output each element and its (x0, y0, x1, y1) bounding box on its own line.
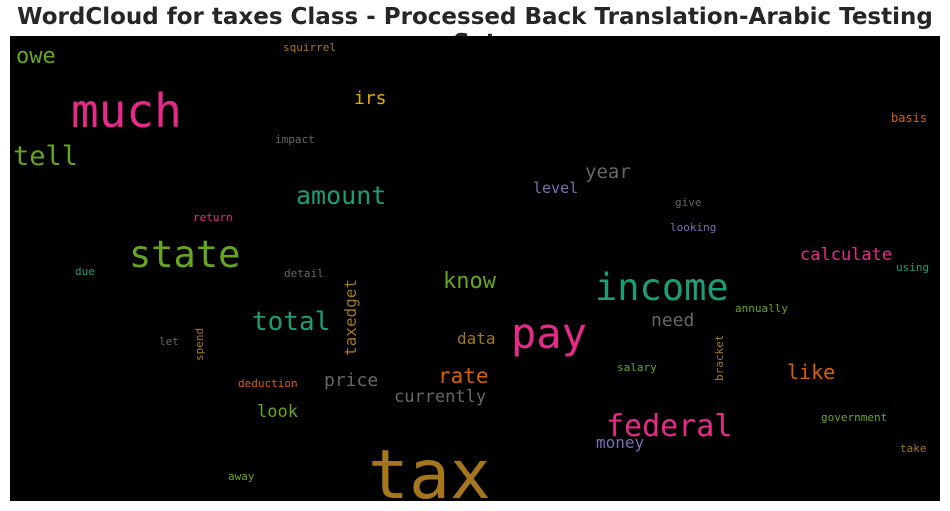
word-like: like (787, 360, 835, 384)
word-away: away (228, 470, 255, 483)
word-taxedget: taxedget (341, 279, 360, 356)
word-data: data (457, 329, 496, 348)
word-return: return (193, 211, 233, 224)
word-federal: federal (606, 409, 732, 444)
word-currently: currently (394, 387, 486, 407)
word-state: state (129, 233, 240, 276)
word-let: let (159, 335, 179, 348)
word-deduction: deduction (238, 377, 298, 390)
word-give: give (675, 196, 702, 209)
word-irs: irs (354, 88, 387, 109)
word-know: know (443, 269, 497, 294)
word-spend: spend (193, 328, 206, 361)
word-level: level (533, 179, 578, 197)
word-owe: owe (16, 44, 56, 69)
word-rate: rate (438, 364, 489, 388)
word-tax: tax (368, 436, 491, 501)
word-due: due (75, 265, 95, 278)
word-price: price (324, 370, 378, 391)
word-money: money (596, 433, 645, 452)
word-much: much (71, 84, 182, 138)
word-take: take (900, 442, 927, 455)
word-basis: basis (891, 111, 927, 125)
wordcloud-canvas: tax much pay income state federal tell total amo… (10, 36, 940, 501)
word-calculate: calculate (800, 245, 892, 265)
word-year: year (585, 161, 631, 183)
word-salary: salary (617, 361, 657, 374)
word-pay: pay (511, 309, 587, 358)
word-need: need (651, 310, 694, 331)
word-amount: amount (296, 181, 386, 210)
word-bracket: bracket (713, 335, 726, 381)
word-looking: looking (670, 221, 716, 234)
word-government: government (821, 411, 887, 424)
word-total: total (252, 307, 330, 337)
word-squirrel: squirrel (283, 41, 336, 54)
word-tell: tell (13, 141, 78, 172)
word-income: income (595, 266, 729, 309)
word-using: using (896, 261, 929, 274)
word-impact: impact (275, 133, 315, 146)
word-look: look (257, 402, 298, 422)
word-detail: detail (284, 267, 324, 280)
word-annually: annually (735, 302, 788, 315)
chart-title: WordCloud for taxes Class - Processed Ba… (17, 4, 933, 56)
